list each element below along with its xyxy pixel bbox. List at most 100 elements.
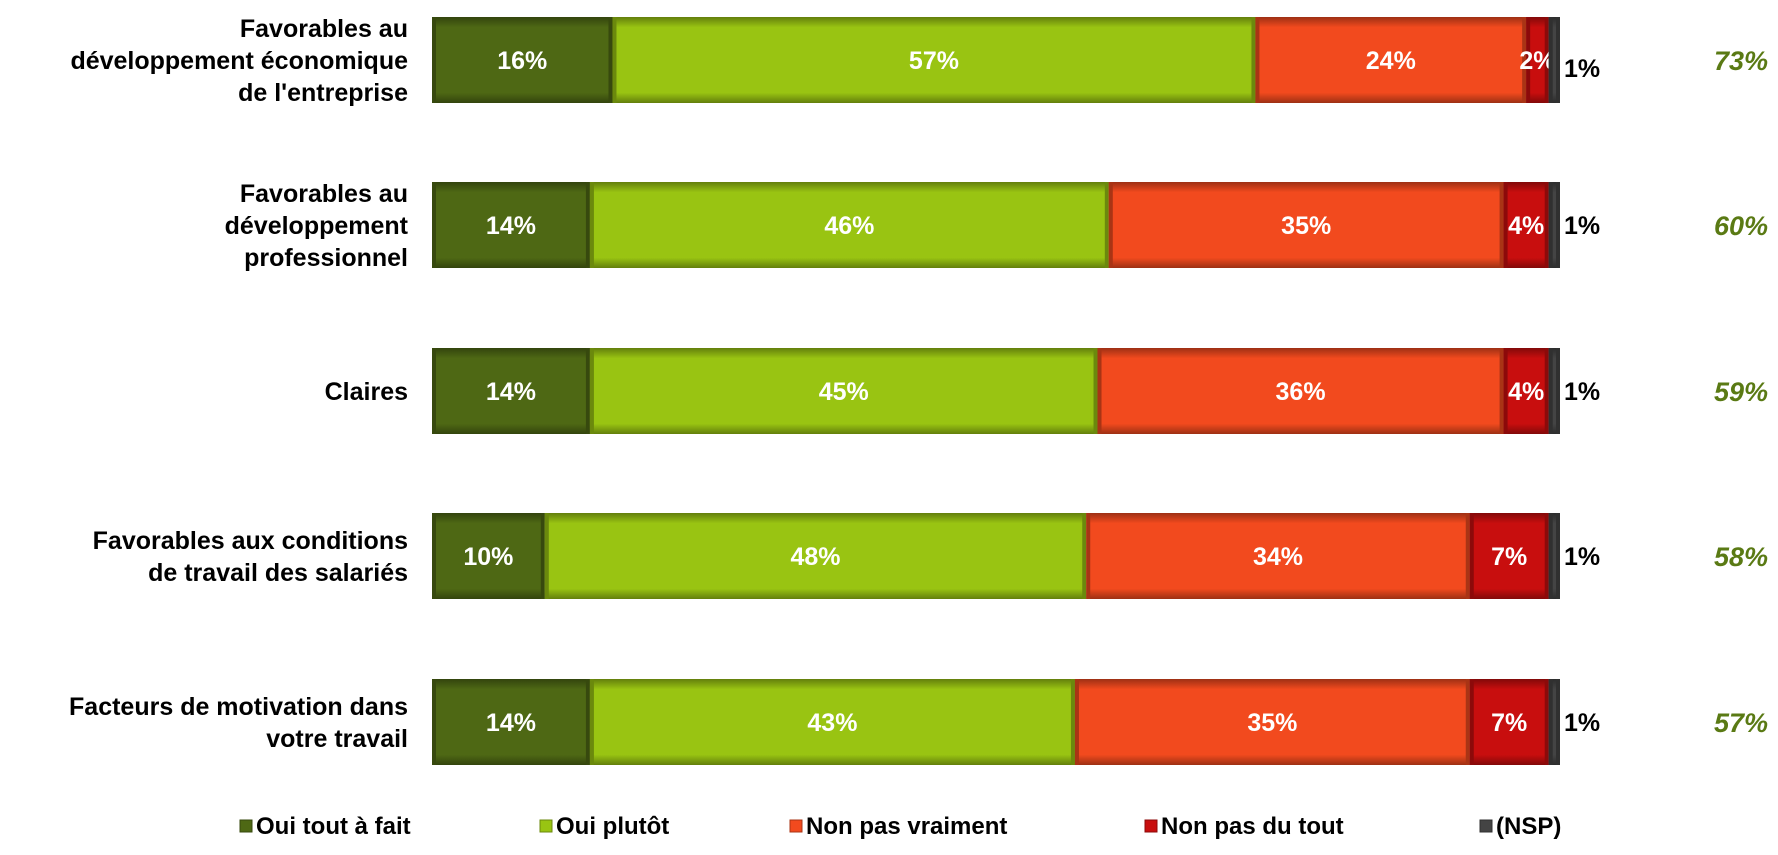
data-label: 48% [790,543,840,571]
bar-segment-edge [589,348,594,434]
bar-segment-edge [1104,182,1109,268]
bar-segment [1503,182,1549,268]
data-label: 34% [1253,543,1303,571]
bar-segment [1548,513,1560,599]
bar-segment [1548,182,1560,268]
data-label: 7% [1491,543,1527,571]
legend-label: Oui tout à fait [256,813,411,840]
bar-segment-edge [1556,182,1560,268]
bar-segment-edge [1093,348,1098,434]
category-label: Claires [325,378,408,406]
data-label: 14% [486,212,536,240]
bar-segment-edge [1499,182,1504,268]
data-label: 35% [1247,709,1297,737]
data-label: 45% [819,378,869,406]
bar-segment-edge [432,348,436,434]
data-label: 10% [463,543,513,571]
data-label: 36% [1276,378,1326,406]
legend-label: (NSP) [1496,813,1561,840]
data-label: 46% [824,212,874,240]
bar-segment [1086,513,1470,599]
bar-segment [432,17,613,103]
legend-swatch [1144,819,1158,833]
bar-segment [1548,17,1560,103]
bar-segment [1548,679,1560,765]
bar-segment-edge [1469,513,1474,599]
total-label: 58% [1714,542,1768,572]
bar-segment-edge [585,182,590,268]
data-label: 4% [1508,378,1544,406]
bar-segment-edge [1544,513,1549,599]
bar-segment-edge [1097,348,1102,434]
bar-segment [1526,17,1549,103]
bar-segment-edge [1503,182,1508,268]
bar-segment-edge [1544,182,1549,268]
data-label: 1% [1564,55,1600,83]
bar-segment [1255,17,1527,103]
bar-segment-edge [1526,17,1531,103]
bar-segment-edge [1556,679,1560,765]
bar-segment-edge [589,182,594,268]
legend-swatch [239,819,253,833]
bar-segment-edge [1544,348,1549,434]
bar-segment [1469,679,1549,765]
bar-segment-edge [585,679,590,765]
bar-segment [432,182,590,268]
bar-segment-edge [1465,513,1470,599]
bar-segment [1074,679,1470,765]
bar-segment [432,513,545,599]
category-label: Favorables au développement professionnel [225,180,409,272]
bar-segment [589,182,1109,268]
category-label: Favorables aux conditions de travail des … [93,527,408,587]
bar-segment-edge [589,679,594,765]
legend-swatch [539,819,553,833]
bar-segment [1097,348,1504,434]
legend-swatch [789,819,803,833]
bar-segment-edge [1548,513,1553,599]
bar-segment [1548,348,1560,434]
total-label: 60% [1714,211,1768,241]
bar-segment-edge [1108,182,1113,268]
bar-segment-edge [1469,679,1474,765]
data-label: 1% [1564,378,1600,406]
bar-segment-edge [1548,348,1553,434]
data-label: 57% [909,47,959,75]
data-label: 16% [497,47,547,75]
legend-swatch [1479,819,1493,833]
data-label: 1% [1564,543,1600,571]
bar-segment-edge [1548,17,1553,103]
bar-segment-edge [1544,17,1549,103]
data-label: 24% [1366,47,1416,75]
bar-segment [544,513,1087,599]
data-label: 14% [486,709,536,737]
bar-segment-edge [608,17,613,103]
bar-segment [589,348,1098,434]
bar-segment [1469,513,1549,599]
bar-segment-edge [432,513,436,599]
data-label: 7% [1491,709,1527,737]
bar-segment-edge [1556,348,1560,434]
bar-segment-edge [585,348,590,434]
legend-label: Oui plutôt [556,813,669,840]
data-label: 1% [1564,709,1600,737]
bar-segment-edge [1548,182,1553,268]
bar-segment [1108,182,1504,268]
bar-segment-edge [1503,348,1508,434]
bars-layer: Favorables au développement économique de … [69,15,1768,765]
bar-segment [612,17,1256,103]
bar-segment-edge [1070,679,1075,765]
bar-segment-edge [1556,17,1560,103]
bar-segment [589,679,1075,765]
bar-segment-edge [612,17,617,103]
bar-segment-edge [544,513,549,599]
total-label: 57% [1714,708,1768,738]
bar-segment-edge [1499,348,1504,434]
bar-segment-edge [1251,17,1256,103]
bar-segment-edge [1544,679,1549,765]
bar-segment-edge [1548,679,1553,765]
bar-segment-edge [432,679,436,765]
bar-segment-edge [432,17,436,103]
bar-segment [1503,348,1549,434]
data-label: 1% [1564,212,1600,240]
